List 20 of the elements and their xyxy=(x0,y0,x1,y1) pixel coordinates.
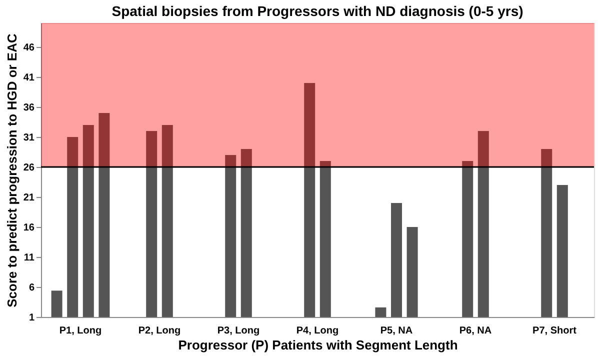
x-tick-label: P7, Short xyxy=(532,326,578,336)
x-tick-label: P5, NA xyxy=(380,326,413,336)
x-tick-label: P1, Long xyxy=(59,326,102,336)
y-tick-label: 31 xyxy=(23,132,35,144)
y-tick-label: 16 xyxy=(23,222,35,234)
y-tick-label: 26 xyxy=(23,162,35,174)
y-tick-label: 46 xyxy=(23,42,35,54)
x-tick-label: P2, Long xyxy=(138,326,181,336)
y-tick-label: 11 xyxy=(24,252,35,264)
chart-title: Spatial biopsies from Progressors with ND diagnosis (0-5 yrs) xyxy=(112,3,524,19)
y-axis-title: Score to predict progression to HGD or EAC xyxy=(4,33,20,308)
y-tick-label: 41 xyxy=(23,72,35,84)
y-tick-label: 1 xyxy=(28,312,35,324)
y-tick-label: 36 xyxy=(23,102,35,114)
x-tick-label: P4, Long xyxy=(296,326,339,336)
y-tick-label: 6 xyxy=(28,282,35,294)
x-tick-label: P3, Long xyxy=(217,326,260,336)
x-tick-label: P6, NA xyxy=(459,326,492,336)
x-axis-title: Progressor (P) Patients with Segment Length xyxy=(178,338,458,352)
y-tick-label: 21 xyxy=(23,192,35,204)
